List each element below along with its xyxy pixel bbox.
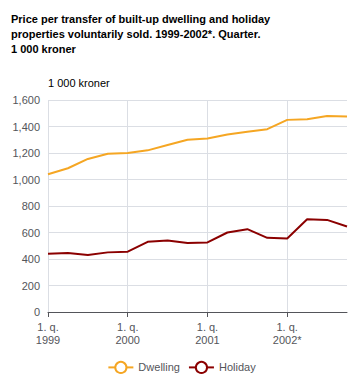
svg-text:1. q.: 1. q.: [117, 321, 138, 333]
svg-text:600: 600: [22, 227, 40, 239]
svg-text:1,600: 1,600: [12, 94, 40, 106]
svg-text:200: 200: [22, 280, 40, 292]
svg-text:400: 400: [22, 253, 40, 265]
svg-text:1. q.: 1. q.: [276, 321, 297, 333]
svg-text:1999: 1999: [36, 334, 60, 346]
svg-text:800: 800: [22, 200, 40, 212]
svg-text:Dwelling: Dwelling: [138, 361, 180, 373]
svg-text:Price per transfer of built-up: Price per transfer of built-up dwelling …: [11, 13, 271, 25]
svg-text:0: 0: [34, 306, 40, 318]
svg-text:properties voluntarily sold. 1: properties voluntarily sold. 1999-2002*.…: [11, 28, 260, 40]
svg-text:1 000 kroner: 1 000 kroner: [11, 43, 77, 55]
svg-text:2001: 2001: [195, 334, 219, 346]
svg-text:2002*: 2002*: [273, 334, 302, 346]
svg-text:1,000: 1,000: [12, 174, 40, 186]
svg-text:1. q.: 1. q.: [37, 321, 58, 333]
svg-text:1,200: 1,200: [12, 147, 40, 159]
svg-text:Holiday: Holiday: [219, 361, 256, 373]
svg-text:2000: 2000: [115, 334, 139, 346]
svg-text:1 000 kroner: 1 000 kroner: [48, 77, 110, 89]
svg-text:1,400: 1,400: [12, 121, 40, 133]
svg-text:1. q.: 1. q.: [197, 321, 218, 333]
